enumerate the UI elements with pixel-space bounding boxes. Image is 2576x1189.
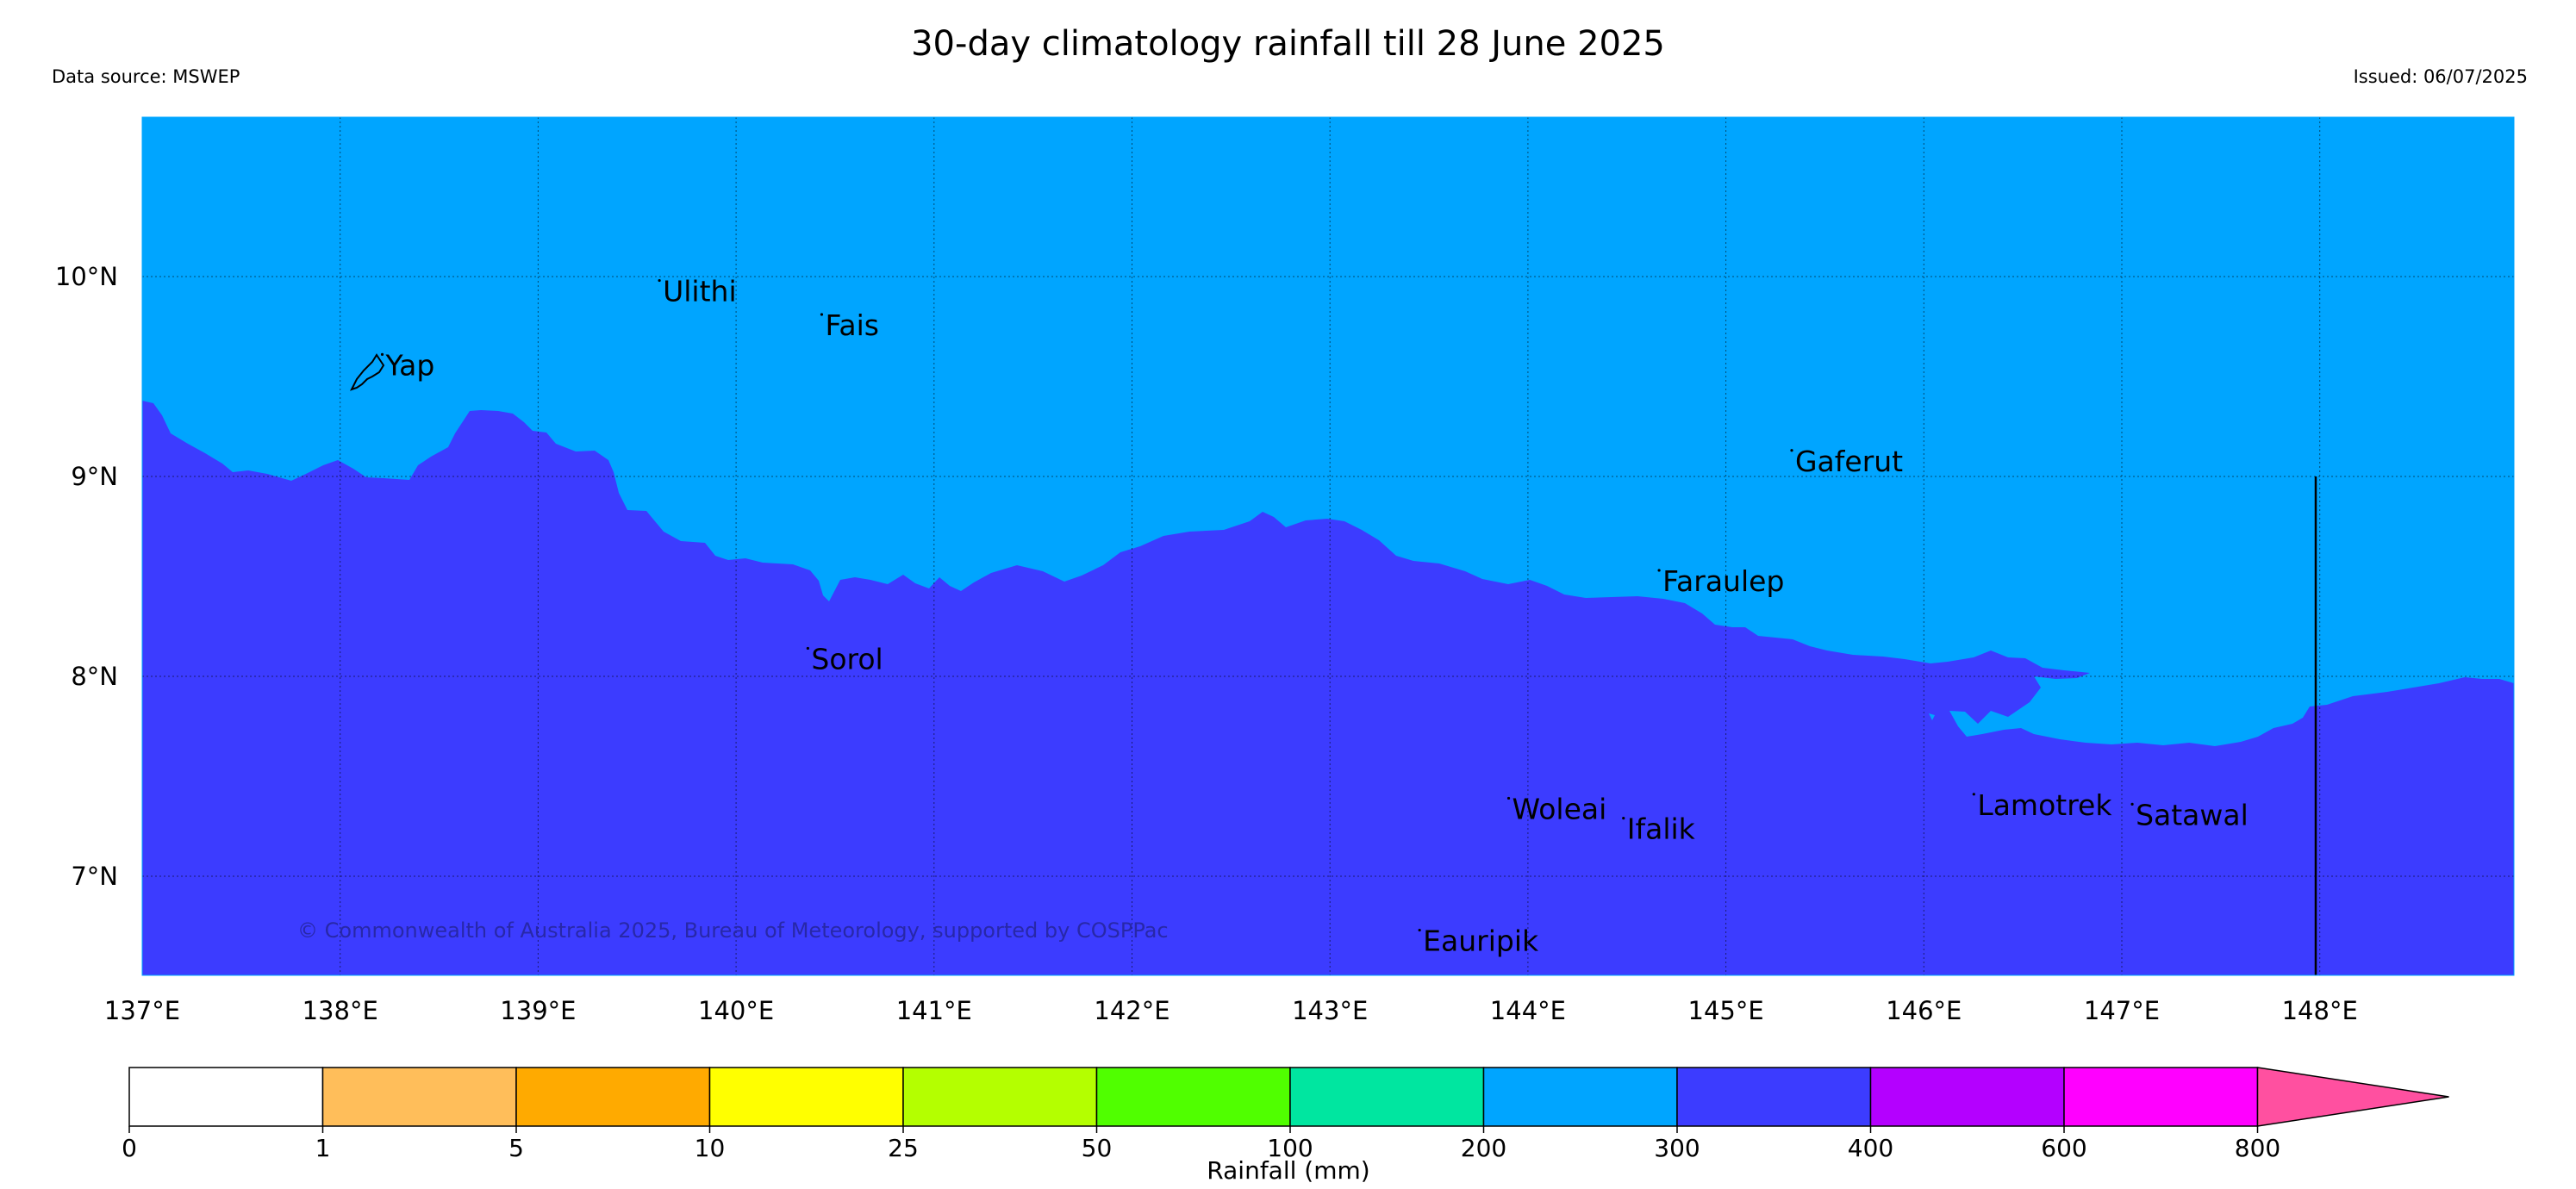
place-label-faraulep: Faraulep	[1662, 564, 1784, 598]
colorbar-tick-label: 10	[695, 1134, 726, 1162]
place-label-woleai: Woleai	[1513, 792, 1607, 825]
lon-tick-label: 147°E	[2084, 996, 2160, 1025]
issued-date-label: Issued: 06/07/2025	[2353, 66, 2528, 87]
copyright-notice: © Commonwealth of Australia 2025, Bureau…	[297, 918, 1169, 943]
place-marker	[1506, 796, 1511, 800]
place-marker	[2130, 802, 2134, 806]
place-label-lamotrek: Lamotrek	[1977, 788, 2112, 822]
lat-tick-label: 8°N	[71, 662, 118, 691]
lat-tick-label: 9°N	[71, 462, 118, 491]
colorbar-bin	[1095, 1067, 1291, 1127]
place-marker	[820, 313, 824, 316]
place-marker	[1657, 569, 1661, 572]
lat-tick-label: 7°N	[71, 862, 118, 891]
lon-tick-label: 148°E	[2282, 996, 2358, 1025]
place-label-ulithi: Ulithi	[663, 275, 737, 308]
colorbar-bin	[1676, 1067, 1872, 1127]
colorbar-tick-label: 5	[508, 1134, 524, 1162]
colorbar-tick-label: 600	[2041, 1134, 2086, 1162]
lon-tick-label: 139°E	[500, 996, 576, 1025]
place-label-eauripik: Eauripik	[1423, 924, 1539, 958]
lon-tick-label: 140°E	[698, 996, 774, 1025]
place-marker	[1418, 928, 1421, 932]
colorbar-bin	[708, 1067, 904, 1127]
lon-tick-label: 144°E	[1490, 996, 1566, 1025]
place-labels: Yap Ulithi Fais Gaferut Faraulep Sorol Woleai I…	[380, 275, 2249, 958]
small-island-patch	[1929, 713, 1935, 720]
place-marker	[1972, 793, 1975, 796]
place-label-yap: Yap	[385, 348, 435, 382]
colorbar-bin	[2063, 1067, 2259, 1127]
colorbar-extend-arrow	[2256, 1067, 2449, 1127]
colorbar-bin	[1289, 1067, 1485, 1127]
lon-tick-label: 138°E	[303, 996, 378, 1025]
place-marker	[1622, 817, 1625, 820]
place-marker	[1790, 449, 1793, 452]
colorbar-tick-label: 400	[1848, 1134, 1893, 1162]
colorbar-bin	[1482, 1067, 1678, 1127]
lon-tick-label: 141°E	[896, 996, 972, 1025]
place-label-gaferut: Gaferut	[1795, 445, 1903, 478]
place-label-sorol: Sorol	[811, 642, 883, 675]
data-source-label: Data source: MSWEP	[52, 66, 240, 87]
lower-rainfall-region	[142, 401, 2514, 975]
colorbar-bin	[902, 1067, 1098, 1127]
colorbar-tick-label: 200	[1461, 1134, 1506, 1162]
map-title: 30-day climatology rainfall till 28 June…	[911, 24, 1665, 64]
place-marker	[380, 352, 384, 356]
place-marker	[658, 278, 661, 283]
map-frame	[141, 116, 2515, 976]
longitude-labels: 137°E 138°E 139°E 140°E 141°E 142°E 143°E 144°E…	[104, 996, 2358, 1025]
place-label-fais: Fais	[825, 308, 879, 342]
place-label-ifalik: Ifalik	[1627, 812, 1696, 846]
colorbar-tick-label: 800	[2235, 1134, 2280, 1162]
colorbar-bin	[515, 1067, 711, 1127]
place-marker	[806, 646, 809, 651]
colorbar-tick-label: 50	[1082, 1134, 1113, 1162]
map-gridlines	[142, 117, 2514, 975]
latitude-labels: 10°N 9°N 8°N 7°N	[55, 262, 118, 891]
colorbar-bin	[128, 1067, 324, 1127]
lon-tick-label: 146°E	[1886, 996, 1962, 1025]
colorbar-tick-label: 1	[315, 1134, 331, 1162]
colorbar: 0 1 5 10 25 50 100 200 300 400 600 800	[122, 1067, 2449, 1162]
place-label-satawal: Satawal	[2136, 798, 2249, 831]
colorbar-bin	[321, 1067, 517, 1127]
colorbar-tick-label: 100	[1267, 1134, 1313, 1162]
lon-tick-label: 143°E	[1292, 996, 1368, 1025]
colorbar-tick-label: 0	[122, 1134, 137, 1162]
colorbar-label: Rainfall (mm)	[1207, 1156, 1369, 1185]
colorbar-tick-label: 300	[1654, 1134, 1700, 1162]
lon-tick-label: 145°E	[1688, 996, 1764, 1025]
colorbar-bin	[1869, 1067, 2065, 1127]
colorbar-tick-label: 25	[888, 1134, 919, 1162]
yap-island-outline	[350, 353, 385, 391]
lat-tick-label: 10°N	[55, 262, 118, 291]
lon-tick-label: 137°E	[104, 996, 180, 1025]
lon-tick-label: 142°E	[1094, 996, 1169, 1025]
